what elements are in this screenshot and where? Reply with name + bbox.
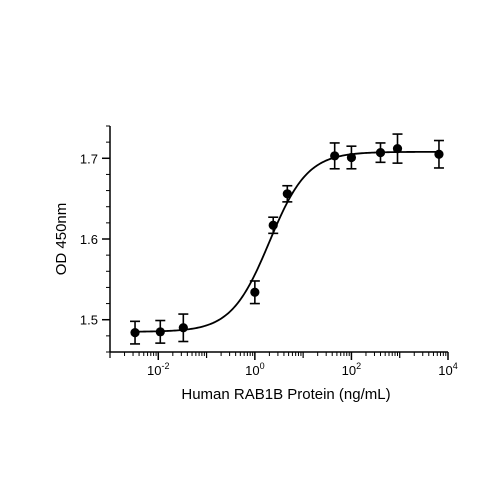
data-point: [375, 148, 386, 158]
y-axis-label: OD 450nm: [53, 203, 70, 276]
data-point: [268, 220, 278, 230]
data-point: [130, 328, 140, 338]
x-axis-label: Human RAB1B Protein (ng/mL): [181, 386, 390, 403]
data-point-group: [433, 139, 444, 169]
y-axis: 1.5 1.6 1.7: [80, 125, 111, 353]
data-point: [155, 327, 165, 337]
data-point-group: [282, 184, 293, 203]
data-points-layer: [130, 133, 444, 345]
x-tick-label: 104: [438, 361, 457, 378]
x-tick-label: 102: [342, 361, 361, 378]
y-tick-label: 1.6: [80, 232, 98, 247]
data-point-group: [249, 280, 260, 305]
data-point: [346, 152, 357, 163]
data-point: [282, 189, 292, 199]
data-point-group: [130, 320, 141, 345]
x-axis: 10-2 100 102 104: [109, 351, 458, 378]
data-point-group: [392, 133, 403, 164]
data-point: [434, 149, 444, 159]
y-tick-label: 1.5: [80, 313, 98, 328]
data-point-group: [178, 313, 189, 343]
data-point: [250, 287, 260, 297]
x-tick-label: 10-2: [147, 361, 169, 378]
y-tick-label: 1.7: [80, 151, 98, 166]
fit-curve-layer: [135, 150, 439, 333]
fit-curve: [135, 150, 439, 333]
data-point: [330, 151, 340, 161]
data-point-group: [268, 216, 279, 235]
data-point-group: [346, 145, 357, 170]
x-tick-label: 100: [245, 361, 264, 378]
data-point: [178, 323, 188, 333]
data-point-group: [155, 319, 166, 344]
data-point: [392, 144, 403, 154]
data-point-group: [375, 142, 386, 164]
data-point-group: [329, 142, 340, 170]
